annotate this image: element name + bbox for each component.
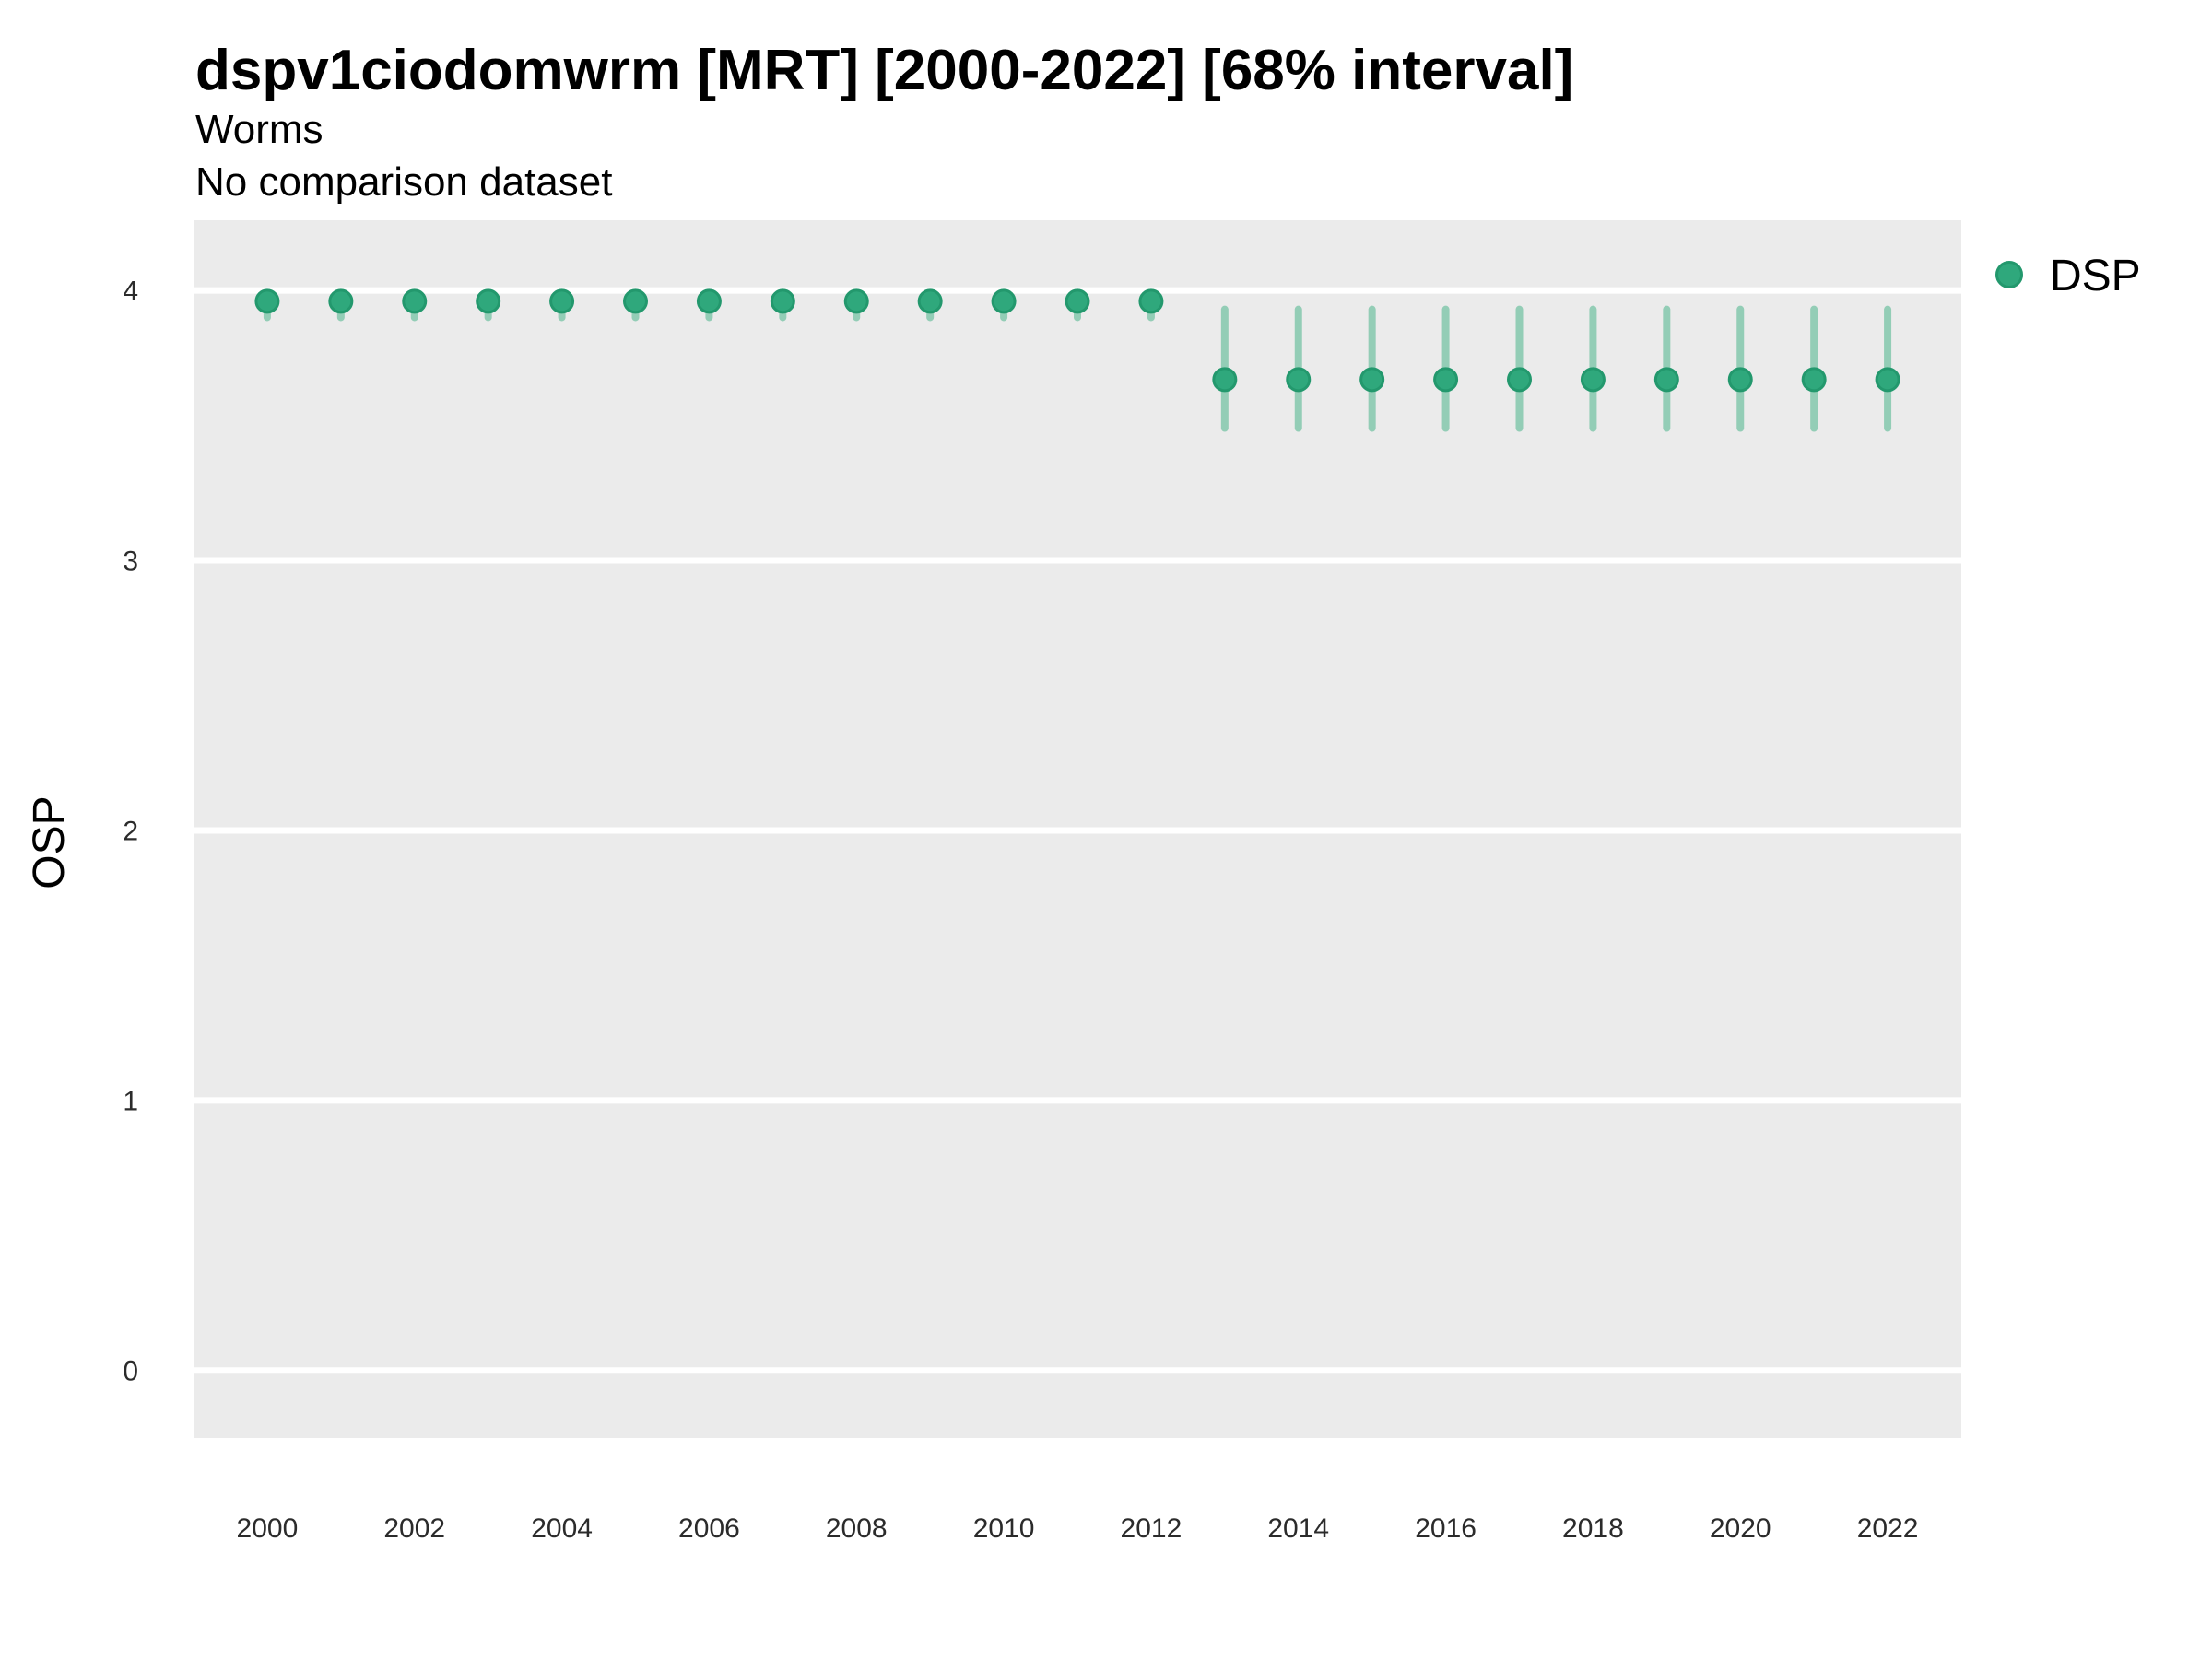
x-tick-label-2016: 2016	[1415, 1513, 1477, 1544]
data-point-2003	[476, 288, 501, 314]
data-point-2007	[770, 288, 795, 314]
data-point-2014	[1286, 367, 1312, 393]
chart-title: dspv1ciodomwrm [MRT] [2000-2022] [68% in…	[195, 39, 1573, 102]
legend-dsp-label: DSP	[2050, 252, 2141, 300]
data-point-2011	[1065, 288, 1090, 314]
data-point-2020	[1727, 367, 1753, 393]
y-tick-label-1: 1	[123, 1086, 138, 1116]
y-tick-label-4: 4	[123, 276, 138, 307]
data-point-2015	[1359, 367, 1385, 393]
legend-dsp-marker-icon	[1995, 261, 2023, 288]
comparison-note: No comparison dataset	[195, 159, 612, 205]
data-point-2008	[843, 288, 869, 314]
data-point-2022	[1875, 367, 1900, 393]
y-tick-label-3: 3	[123, 547, 138, 577]
data-point-2009	[917, 288, 943, 314]
data-point-2013	[1212, 367, 1238, 393]
data-point-2001	[328, 288, 354, 314]
x-tick-label-2010: 2010	[973, 1513, 1035, 1544]
chart-subtitle: Worms	[195, 107, 324, 152]
data-point-2002	[402, 288, 428, 314]
x-tick-label-2004: 2004	[531, 1513, 593, 1544]
x-tick-label-2022: 2022	[1857, 1513, 1919, 1544]
data-point-2006	[696, 288, 722, 314]
data-point-2017	[1507, 367, 1532, 393]
data-point-2012	[1138, 288, 1164, 314]
data-point-2018	[1580, 367, 1606, 393]
x-tick-label-2000: 2000	[237, 1513, 299, 1544]
x-tick-label-2002: 2002	[383, 1513, 445, 1544]
x-tick-label-2006: 2006	[678, 1513, 740, 1544]
x-axis-tick-labels: 2000 2002 2004 2006 2008 2010 2012 2014 2016 2018…	[237, 1513, 1919, 1544]
data-point-2019	[1653, 367, 1679, 393]
legend: DSP	[1995, 252, 2141, 300]
x-tick-label-2018: 2018	[1562, 1513, 1624, 1544]
y-axis-title: OSP	[25, 795, 74, 888]
data-point-2004	[549, 288, 575, 314]
data-point-2021	[1801, 367, 1827, 393]
data-point-2000	[254, 288, 280, 314]
x-tick-label-2014: 2014	[1267, 1513, 1329, 1544]
x-tick-label-2008: 2008	[826, 1513, 888, 1544]
y-tick-label-0: 0	[123, 1356, 138, 1386]
x-tick-label-2012: 2012	[1121, 1513, 1182, 1544]
y-tick-label-2: 2	[123, 816, 138, 846]
y-axis-tick-labels: 4 3 2 1 0	[123, 276, 138, 1387]
data-point-2005	[623, 288, 648, 314]
x-tick-label-2020: 2020	[1710, 1513, 1771, 1544]
data-marks	[254, 288, 1900, 432]
data-point-2016	[1433, 367, 1459, 393]
data-point-2010	[991, 288, 1017, 314]
